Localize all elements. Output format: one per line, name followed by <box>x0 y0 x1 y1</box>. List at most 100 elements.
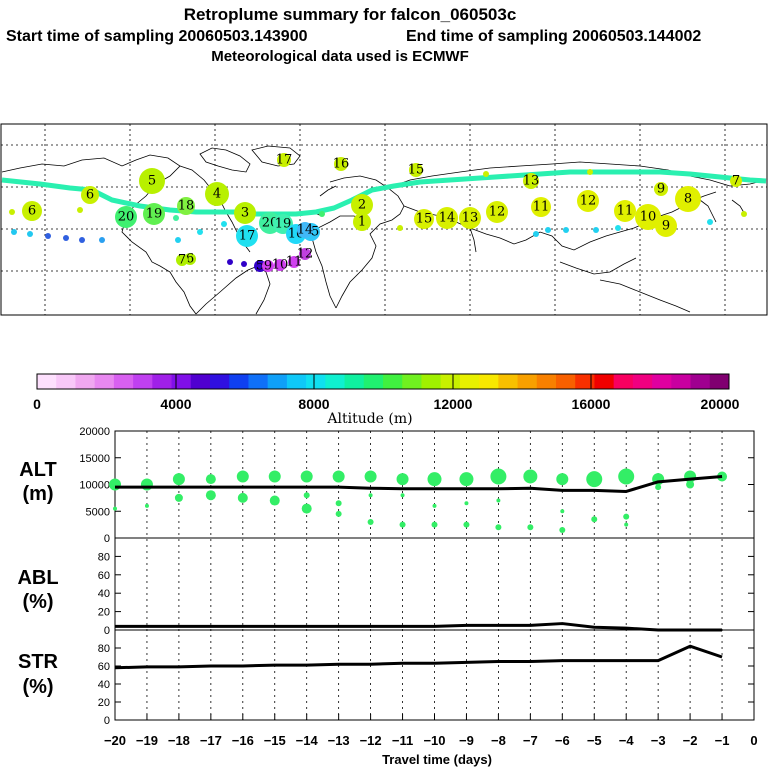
plume-label: 1 <box>358 215 366 230</box>
plume-dot <box>77 207 83 213</box>
plume-marker: 17 <box>236 225 258 247</box>
alt-bubble <box>333 470 345 482</box>
colorbar-cell <box>383 374 403 389</box>
colorbar-cell <box>633 374 653 389</box>
plume-label: 9 <box>657 182 665 197</box>
x-ticks: −20 −19 −18 −17 −16 −15 −14 −13 −12 −11 −10 −9 −8 −7−… <box>104 714 758 748</box>
colorbar-cell <box>691 374 711 389</box>
alt-bubble <box>270 496 280 506</box>
plume-marker: 6 <box>81 186 99 204</box>
colorbar-cell <box>652 374 672 389</box>
plume-dot <box>9 209 15 215</box>
x-tick-label: −18 <box>168 733 190 748</box>
colorbar-cell <box>133 374 153 389</box>
plume-marker: 5 <box>139 168 165 194</box>
x-tick-label: −3 <box>651 733 666 748</box>
plume-marker: 17 <box>276 153 293 168</box>
alt-bubble <box>463 522 469 528</box>
plume-marker: 15 <box>408 163 425 178</box>
y-tick-label: 0 <box>104 715 110 727</box>
timeseries-panels: 0 5000 10000 15000 20000 0 20 40 60 80 0 20 40 60 80 −… <box>17 426 757 767</box>
plume-marker: 20 <box>115 206 137 228</box>
plume-label: 12 <box>489 205 506 220</box>
colorbar-tick-label: 4000 <box>160 396 191 412</box>
y-tick-label: 10000 <box>79 480 110 492</box>
colorbar-cell <box>671 374 691 389</box>
y-tick-label: 0 <box>104 533 110 545</box>
str-series-line <box>115 646 722 668</box>
alt-bubble <box>623 514 629 520</box>
abl-ylabel-unit: (%) <box>22 591 53 613</box>
alt-bubble <box>175 494 183 502</box>
y-tick-label: 40 <box>98 679 110 691</box>
plume-dot <box>593 227 599 233</box>
plume-label: 10 <box>640 210 657 225</box>
plume-marker: 11 <box>614 200 636 222</box>
colorbar-cell <box>248 374 268 389</box>
alt-bubble <box>400 522 406 528</box>
plume-marker: 9 <box>655 215 677 237</box>
alt-ylabel: ALT <box>19 459 56 481</box>
plume-dot <box>99 237 105 243</box>
alt-bubble <box>237 470 249 482</box>
alt-bubble <box>269 470 281 482</box>
alt-bubble <box>560 509 564 513</box>
altitude-colorbar: 0 4000 8000 12000 16000 20000 Altitude (… <box>33 374 740 427</box>
alt-bubble <box>301 470 313 482</box>
y-tick-label: 60 <box>98 661 110 673</box>
plume-marker: 13 <box>523 173 540 189</box>
abl-series-line <box>115 624 722 630</box>
world-map-panel: 1716155432162019182019171615141514131211… <box>1 124 767 315</box>
plume-dot <box>27 231 33 237</box>
plume-marker: 1 <box>353 213 371 231</box>
colorbar-cell <box>441 374 461 389</box>
alt-bubble <box>397 473 409 485</box>
y-tick-label: 20000 <box>79 426 110 438</box>
colorbar-tick-label: 12000 <box>434 396 473 412</box>
alt-bubble <box>401 493 405 497</box>
colorbar-cell <box>575 374 595 389</box>
alt-bubble <box>459 472 473 486</box>
alt-ylabel-unit: (m) <box>22 483 53 505</box>
end-time-label: End time of sampling 20060503.144002 <box>406 28 701 45</box>
x-tick-label: −10 <box>423 733 445 748</box>
plume-label: 6 <box>86 188 94 203</box>
plume-dot <box>197 229 203 235</box>
alt-bubble <box>496 499 500 503</box>
alt-bubble <box>686 481 694 489</box>
plume-marker: 4 <box>205 182 229 206</box>
plume-marker: 12 <box>577 190 599 212</box>
plume-dot <box>79 237 85 243</box>
plume-label: 14 <box>439 211 456 226</box>
colorbar-cell <box>556 374 576 389</box>
colorbar-cell <box>537 374 557 389</box>
plume-label: 14 <box>297 223 314 238</box>
plume-marker: 8 <box>675 186 701 212</box>
alt-bubble <box>618 468 634 484</box>
plume-marker: 2 <box>351 194 373 216</box>
y-tick-label: 60 <box>98 570 110 582</box>
colorbar-xlabel: Altitude (m) <box>326 411 412 427</box>
x-tick-label: −5 <box>587 733 602 748</box>
plume-marker: 3 <box>234 202 256 224</box>
plume-label: 15 <box>408 163 425 178</box>
travel-time-xlabel: Travel time (days) <box>382 752 492 767</box>
alt-bubble <box>556 473 568 485</box>
plume-marker: 14 <box>436 207 458 229</box>
colorbar-cell <box>191 374 211 389</box>
plume-label: 20 <box>118 210 135 225</box>
alt-bubble <box>495 524 501 530</box>
alt-bubble <box>109 479 121 491</box>
plume-label: 17 <box>239 229 256 244</box>
plume-dot <box>563 227 569 233</box>
colorbar-cell <box>114 374 134 389</box>
alt-bubble <box>141 479 153 491</box>
alt-bubble <box>145 504 149 508</box>
alt-bubble <box>586 471 602 487</box>
y-tick-label: 0 <box>104 625 110 637</box>
alt-bubble <box>624 523 628 527</box>
colorbar-cell <box>421 374 441 389</box>
plume-marker: 15 <box>414 209 434 229</box>
plume-dot <box>63 235 69 241</box>
alt-bubble <box>527 524 533 530</box>
